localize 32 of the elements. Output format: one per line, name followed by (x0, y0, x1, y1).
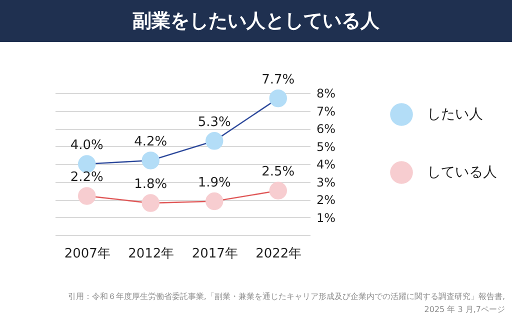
data-label: 5.3% (198, 114, 231, 130)
point (78, 187, 96, 205)
point (206, 192, 224, 210)
y-tick-label: 3% (316, 175, 336, 190)
x-tick-label: 2022年 (256, 246, 302, 262)
y-tick-label: 4% (316, 158, 336, 172)
point (269, 89, 287, 108)
x-tick-label: 2017年 (192, 246, 238, 262)
data-label: 4.0% (70, 138, 104, 153)
data-label: 1.9% (198, 175, 231, 190)
chart-title: 副業をしたい人としている人 (132, 10, 380, 32)
data-label: 2.5% (262, 164, 295, 180)
text: 2025 年 3 月,7ページ (424, 305, 505, 314)
y-tick-label: 1% (316, 210, 336, 225)
point (142, 194, 160, 212)
data-label: 4.2% (134, 134, 168, 150)
y-tick-label: 8% (316, 86, 336, 100)
point (269, 182, 287, 200)
data-label: 7.7% (262, 72, 295, 88)
y-tick-label: 5% (316, 140, 336, 154)
data-label: 2.2% (70, 170, 104, 185)
y-tick-label: 6% (316, 122, 336, 136)
point (142, 152, 160, 170)
x-tick-label: 2007年 (64, 246, 110, 262)
y-tick-label: 2% (316, 193, 336, 207)
point (206, 132, 224, 150)
y-tick-label: 7% (316, 104, 336, 118)
legend-label: している人 (427, 164, 497, 180)
data-label: 1.8% (134, 177, 168, 192)
text: 引用：令和６年度厚生労働省委託事業,「副業・兼業を通じたキャリア形成及び企業内での活躍に関する調査研究」報告書, (68, 292, 505, 301)
legend-label: したい人 (427, 106, 483, 122)
x-tick-label: 2012年 (128, 246, 174, 262)
